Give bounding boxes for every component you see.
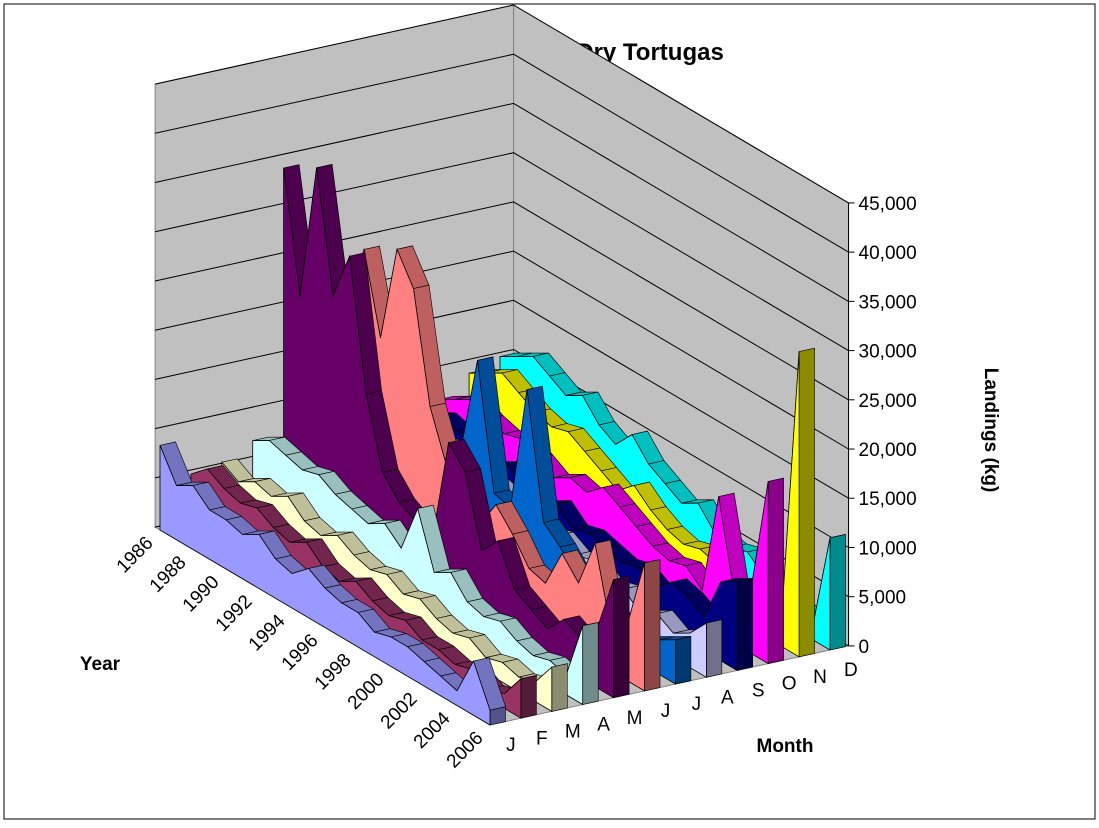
ribbon-face bbox=[252, 440, 584, 706]
depth-tick-label: A bbox=[721, 687, 734, 708]
grid-line bbox=[154, 102, 849, 302]
grid-line bbox=[154, 348, 849, 548]
y-tick-label: 5,000 bbox=[859, 588, 907, 609]
depth-tick-label: N bbox=[813, 667, 827, 688]
ribbon-end bbox=[489, 706, 506, 726]
ribbon-face bbox=[221, 461, 553, 713]
ribbon-end bbox=[551, 663, 568, 712]
y-tick-label: 25,000 bbox=[859, 391, 917, 412]
depth-tick-label: D bbox=[844, 660, 858, 681]
ribbon-end bbox=[520, 675, 537, 719]
grid-line bbox=[154, 201, 849, 401]
depth-tick-label: J bbox=[692, 694, 702, 715]
y-tick-label: 0 bbox=[859, 637, 870, 658]
y-axis-title: Landings (kg) bbox=[980, 368, 1001, 493]
depth-tick-label: M bbox=[565, 721, 581, 742]
depth-axis-title: Month bbox=[757, 736, 814, 757]
ribbon-end bbox=[675, 636, 692, 685]
ribbon-end bbox=[736, 578, 754, 671]
depth-tick-label: A bbox=[597, 715, 610, 736]
ribbon-end bbox=[829, 534, 846, 651]
grid-line bbox=[154, 299, 849, 499]
ribbon-end bbox=[613, 575, 630, 699]
depth-tick-label: F bbox=[536, 728, 548, 749]
y-tick-label: 20,000 bbox=[859, 440, 917, 461]
ribbon-end bbox=[798, 347, 815, 658]
y-tick-label: 40,000 bbox=[859, 243, 917, 264]
grid-line bbox=[154, 4, 849, 204]
ribbon-end bbox=[644, 559, 661, 692]
depth-tick-label: S bbox=[752, 681, 765, 702]
grid-line bbox=[154, 53, 849, 253]
y-tick-label: 10,000 bbox=[859, 538, 917, 559]
grid-line bbox=[154, 250, 849, 450]
y-tick-label: 30,000 bbox=[859, 342, 917, 363]
x-axis-title: Year bbox=[80, 654, 121, 675]
depth-tick-label: J bbox=[661, 701, 671, 722]
grid-line bbox=[154, 152, 849, 352]
y-tick-label: 35,000 bbox=[859, 292, 917, 313]
y-tick-label: 45,000 bbox=[859, 194, 917, 215]
ribbon-end bbox=[706, 619, 723, 678]
depth-tick-label: O bbox=[782, 674, 797, 695]
ribbon-end bbox=[767, 477, 784, 664]
ribbon-face bbox=[159, 445, 491, 726]
depth-tick-label: J bbox=[506, 735, 516, 756]
depth-tick-label: M bbox=[627, 708, 643, 729]
ribbon-end bbox=[582, 622, 599, 705]
y-tick-label: 15,000 bbox=[859, 489, 917, 510]
